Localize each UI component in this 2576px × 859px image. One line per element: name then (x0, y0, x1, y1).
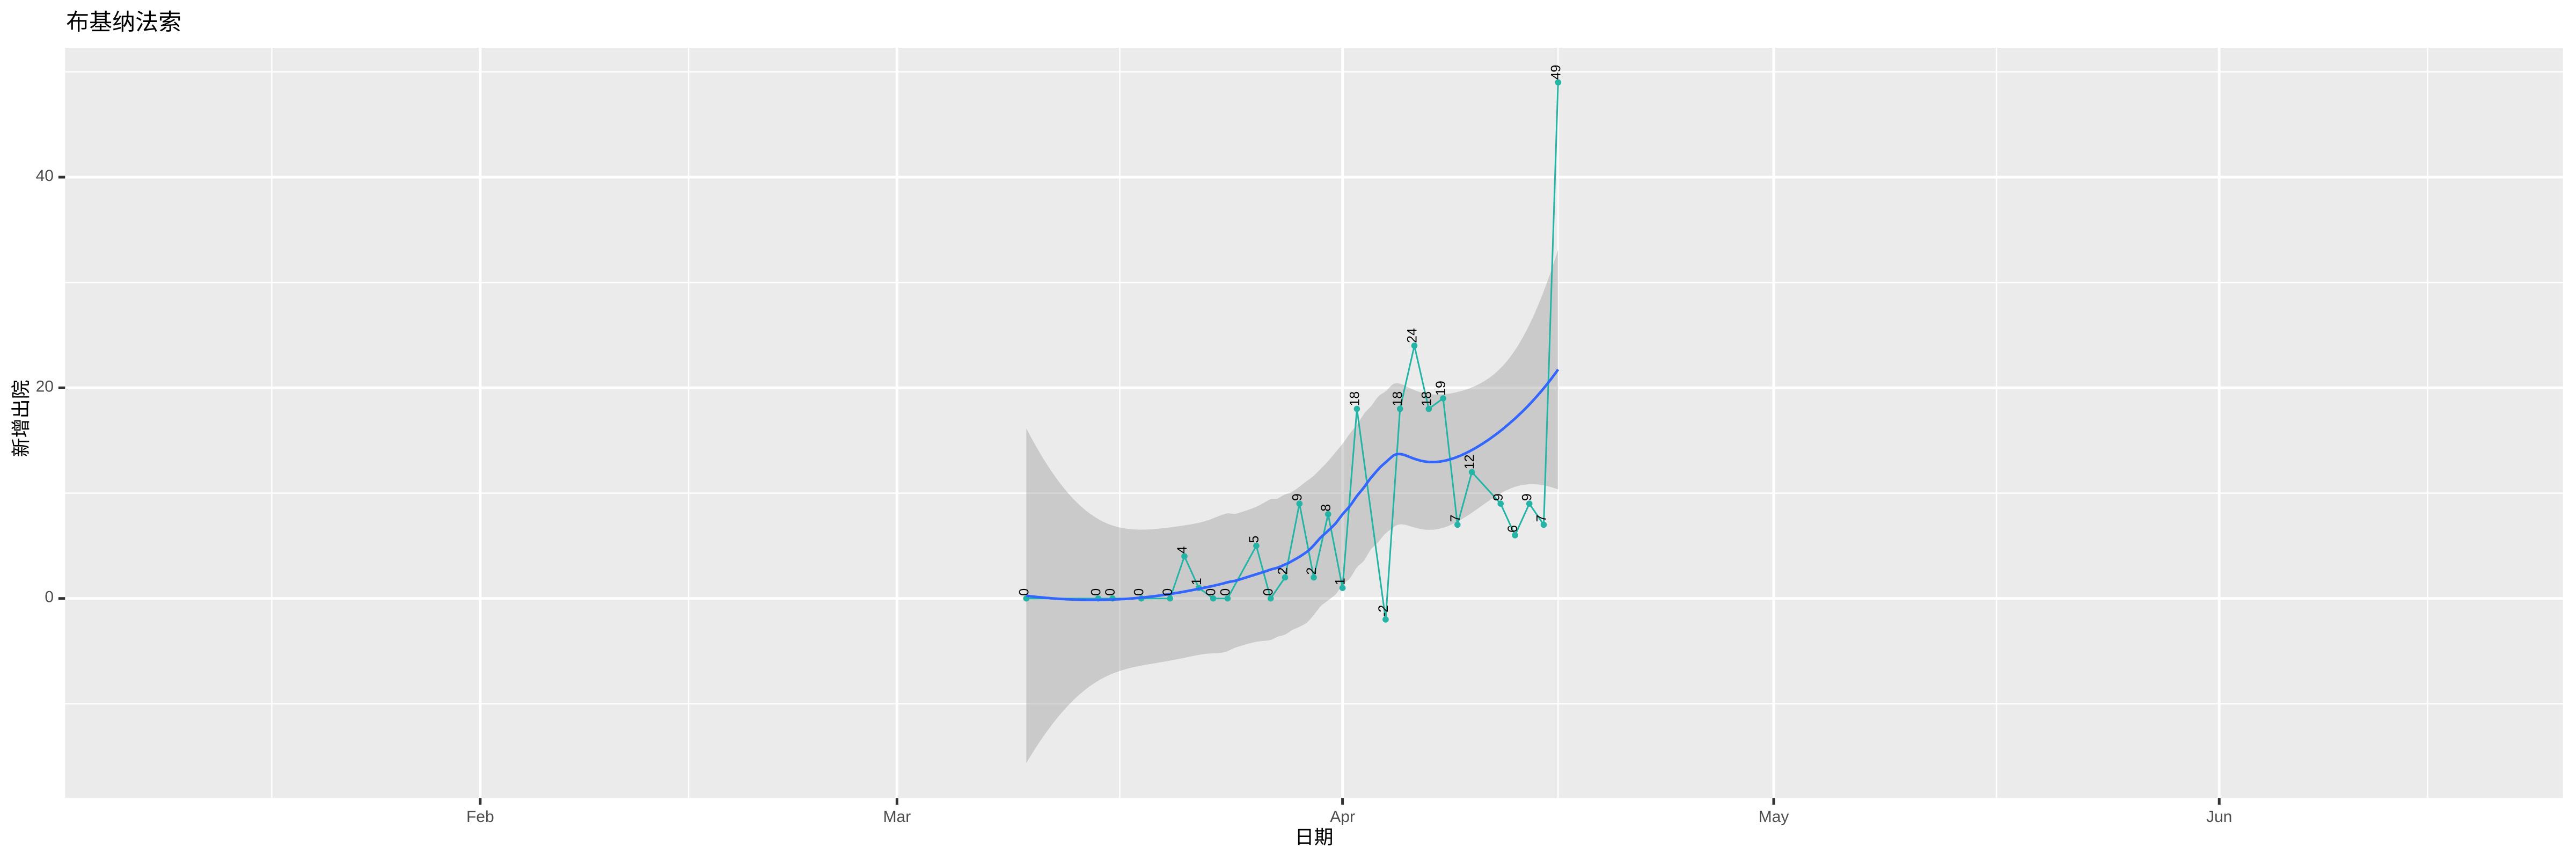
svg-text:18: 18 (1419, 391, 1434, 406)
svg-text:0: 0 (45, 588, 54, 606)
svg-text:9: 9 (1290, 493, 1305, 501)
svg-text:0: 0 (1088, 588, 1103, 596)
svg-text:6: 6 (1505, 525, 1520, 533)
svg-text:0: 0 (1204, 588, 1219, 596)
svg-text:0: 0 (1261, 588, 1276, 596)
svg-text:0: 0 (1160, 588, 1175, 596)
svg-text:Jun: Jun (2206, 808, 2232, 826)
svg-text:Apr: Apr (1330, 808, 1355, 826)
svg-text:20: 20 (36, 377, 54, 395)
svg-text:0: 0 (1218, 588, 1233, 596)
svg-text:1: 1 (1333, 578, 1348, 585)
svg-text:2: 2 (1276, 567, 1291, 575)
svg-text:40: 40 (36, 167, 54, 185)
svg-text:7: 7 (1534, 514, 1549, 522)
svg-text:8: 8 (1319, 504, 1334, 512)
svg-text:7: 7 (1448, 514, 1463, 522)
svg-text:Mar: Mar (883, 808, 911, 826)
svg-text:24: 24 (1405, 328, 1420, 343)
svg-text:0: 0 (1016, 588, 1031, 596)
svg-text:0: 0 (1132, 588, 1147, 596)
svg-text:1: 1 (1189, 578, 1204, 585)
svg-text:19: 19 (1433, 381, 1448, 396)
svg-text:18: 18 (1347, 391, 1362, 406)
svg-text:49: 49 (1548, 65, 1563, 80)
svg-text:-2: -2 (1376, 605, 1391, 617)
svg-text:0: 0 (1103, 588, 1118, 596)
svg-text:Feb: Feb (466, 808, 494, 826)
svg-text:2: 2 (1304, 567, 1319, 575)
svg-text:18: 18 (1391, 391, 1406, 406)
svg-text:12: 12 (1462, 454, 1477, 469)
svg-text:9: 9 (1520, 493, 1535, 501)
svg-text:5: 5 (1247, 536, 1262, 543)
svg-text:May: May (1759, 808, 1789, 826)
svg-text:9: 9 (1491, 493, 1506, 501)
svg-text:4: 4 (1175, 546, 1190, 554)
